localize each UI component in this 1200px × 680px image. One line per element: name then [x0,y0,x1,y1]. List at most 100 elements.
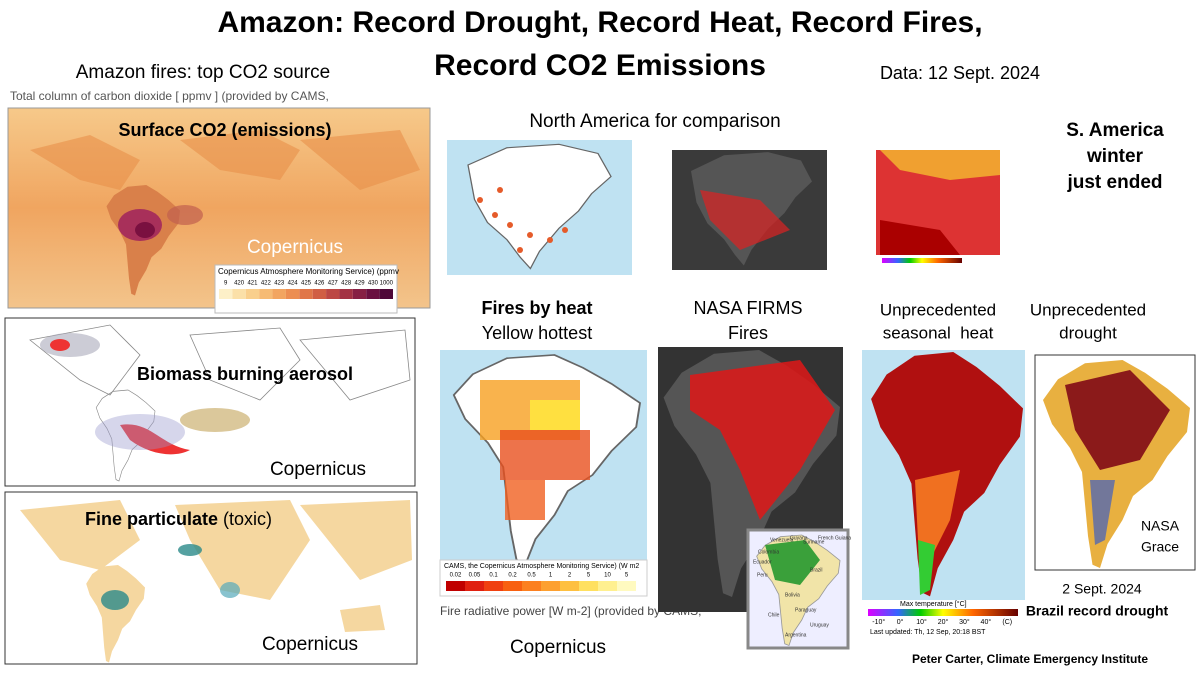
land [20,500,412,632]
legend-tick: 425 [301,281,312,287]
legend-tick: 5 [587,573,591,579]
source: Copernicus [510,637,606,658]
legend-swatch [484,581,503,591]
hotspot [101,590,129,610]
panel-label: Biomass burning aerosol [137,364,353,384]
legend-swatch [232,289,246,299]
wet [1090,480,1115,545]
source: Copernicus [270,459,366,480]
legend-gradient [882,258,962,263]
inset-label: Uruguay [810,622,829,628]
legend-title: Max temperature [°C] [900,600,967,608]
legend-tick: 429 [355,281,366,287]
legend-tick: -10° [872,618,885,626]
na-fires-map [447,140,632,275]
legend-tick: 427 [328,281,339,287]
legend-swatch [503,581,522,591]
legend-tick: 0.05 [469,573,481,579]
aerosol-map [4,317,416,487]
heading: Fires [728,323,768,343]
caption: Fire radiative power [W m-2] (provided b… [440,604,701,618]
fire-dots [477,187,568,253]
inset-label: Paraguay [795,607,817,613]
legend-title: Copernicus Atmosphere Monitoring Service… [218,267,399,276]
legend-tick: 420 [234,281,245,287]
legend-tick: 20° [938,618,949,626]
co2-legend: Copernicus Atmosphere Monitoring Service… [214,264,399,314]
legend-tick: 2 [568,573,572,579]
inset-label: Guyana [790,535,808,541]
coastline [29,324,411,401]
inset-label: Brazil [810,567,823,573]
legend-swatch [352,289,367,299]
heading: drought [1059,323,1117,342]
heading: seasonal heat [883,323,994,342]
heading: Fires by heat [481,298,592,318]
heading: NASA FIRMS [693,298,802,318]
legend-swatch [245,289,260,299]
legend-swatch [299,289,313,299]
legend-swatch [617,581,636,591]
legend-swatch [259,289,273,299]
caption: Brazil record drought [1026,603,1169,619]
legend-tick: 10° [916,618,927,626]
date: Data: 12 Sept. 2024 [880,63,1040,83]
source: NASA [1141,518,1180,534]
inset-label: Argentina [785,632,807,638]
heading: Unprecedented [880,300,996,319]
date: 2 Sept. 2024 [1062,581,1142,597]
particulate-map [4,491,418,665]
panel-label: Fine particulate (toxic) [85,509,272,529]
inset-label: Colombia [758,549,779,555]
heat [880,220,960,255]
fires [700,190,790,250]
legend-tick: 1 [549,573,553,579]
fires [690,360,835,520]
legend-swatch [219,289,233,299]
heading: North America for comparison [529,111,780,132]
inset-label: Ecuador [753,559,772,565]
na-firms-map [672,150,827,270]
legend-tick: 421 [247,281,258,287]
legend-tick: 5 [625,573,629,579]
legend-swatch [379,289,393,299]
legend-gradient [868,609,1018,616]
legend-swatch [285,289,300,299]
legend-swatch [598,581,617,591]
legend-swatch [272,289,286,299]
legend-tick: 10 [604,573,611,579]
legend-swatch [446,581,465,591]
drought-map [1034,354,1196,571]
panel-label: Surface CO2 (emissions) [118,120,331,140]
hotspot [167,205,203,225]
legend-tick: 423 [274,281,285,287]
legend-tick: 0.02 [450,573,462,579]
credit: Peter Carter, Climate Emergency Institut… [912,652,1148,666]
source: Grace [1141,539,1179,555]
source: Copernicus [247,237,343,258]
fire-cells [480,380,590,520]
na-heat-map [876,150,1000,267]
legend-box [862,600,1025,636]
legend-tick: 428 [341,281,352,287]
land [30,130,420,190]
plume [50,339,70,351]
legend-tick: 0.5 [527,573,536,579]
source: Copernicus [262,634,358,655]
legend-tick: 424 [288,281,299,287]
heat [880,150,1000,180]
heat [915,470,960,560]
legend-swatch [522,581,541,591]
note: S. America [1066,120,1164,141]
heat-map: Max temperature [°C] -10° 0° 10° 20° 30° 40° (… [862,350,1025,636]
hotspot [178,544,202,556]
plume [180,408,250,432]
legend-swatch [560,581,579,591]
legend-tick: 30° [959,618,970,626]
legend-tick: 40° [981,618,992,626]
heat [918,540,935,595]
heading: Amazon fires: top CO2 source [76,62,331,83]
legend-tick: 422 [261,281,272,287]
amazon-basin [765,540,820,585]
title: Record CO2 Emissions [434,49,766,82]
